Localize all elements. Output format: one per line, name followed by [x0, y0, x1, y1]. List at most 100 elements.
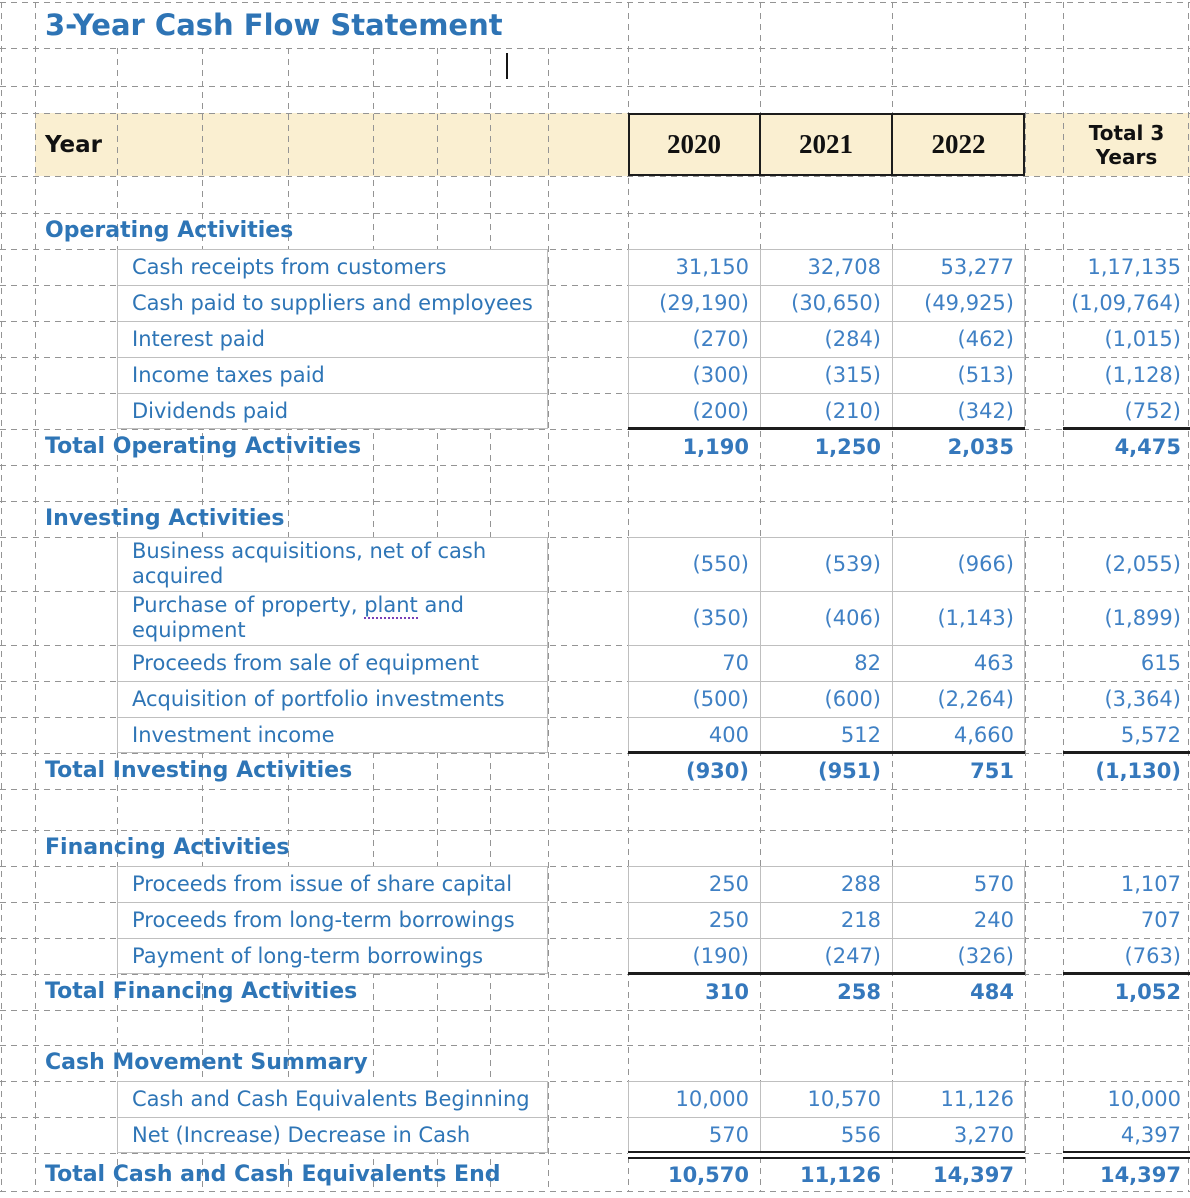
item-value-cell[interactable]: (1,128): [1104, 363, 1181, 387]
item-label-cell[interactable]: Acquisition of portfolio investments: [117, 681, 548, 717]
page-title[interactable]: 3-Year Cash Flow Statement: [45, 8, 503, 42]
item-value-cell[interactable]: 463: [973, 651, 1014, 675]
item-value-cell[interactable]: (300): [692, 363, 749, 387]
year-header-cell-2020[interactable]: 2020: [667, 129, 721, 159]
item-value-cell[interactable]: (406): [824, 606, 881, 630]
item-value-cell[interactable]: 1,17,135: [1087, 255, 1181, 279]
item-value-cell[interactable]: (350): [692, 606, 749, 630]
item-value-cell[interactable]: (600): [824, 687, 881, 711]
total-value-cell[interactable]: 14,397: [932, 1163, 1014, 1187]
total-row-label[interactable]: Total Cash and Cash Equivalents End: [45, 1162, 501, 1187]
item-value-cell[interactable]: (462): [957, 327, 1014, 351]
item-label-cell[interactable]: Cash receipts from customers: [117, 249, 548, 285]
total-value-cell[interactable]: (1,130): [1095, 759, 1181, 783]
total-value-cell[interactable]: 310: [705, 980, 749, 1004]
item-label-cell[interactable]: Interest paid: [117, 321, 548, 357]
item-value-cell[interactable]: 10,570: [807, 1087, 881, 1111]
item-value-cell[interactable]: 3,270: [953, 1123, 1014, 1147]
total-value-cell[interactable]: (951): [817, 759, 881, 783]
total-value-cell[interactable]: 1,052: [1114, 980, 1181, 1004]
section-heading[interactable]: Cash Movement Summary: [45, 1050, 368, 1075]
item-value-cell[interactable]: (752): [1124, 399, 1181, 423]
total-value-cell[interactable]: 14,397: [1099, 1163, 1181, 1187]
item-value-cell[interactable]: (200): [692, 399, 749, 423]
total-value-cell[interactable]: (930): [685, 759, 749, 783]
total-value-cell[interactable]: 1,190: [682, 435, 749, 459]
item-value-cell[interactable]: (326): [957, 944, 1014, 968]
item-value-cell[interactable]: 218: [840, 908, 881, 932]
item-value-cell[interactable]: 556: [840, 1123, 881, 1147]
item-value-cell[interactable]: 250: [708, 908, 749, 932]
item-value-cell[interactable]: (966): [957, 552, 1014, 576]
item-label-cell[interactable]: Cash paid to suppliers and employees: [117, 285, 548, 321]
item-value-cell[interactable]: 70: [722, 651, 749, 675]
item-value-cell[interactable]: (763): [1124, 944, 1181, 968]
item-value-cell[interactable]: (315): [824, 363, 881, 387]
item-value-cell[interactable]: (247): [824, 944, 881, 968]
item-value-cell[interactable]: 615: [1140, 651, 1181, 675]
item-label-cell[interactable]: Proceeds from sale of equipment: [117, 645, 548, 681]
item-label-cell[interactable]: Proceeds from long-term borrowings: [117, 902, 548, 938]
item-value-cell[interactable]: 10,000: [675, 1087, 749, 1111]
item-label-cell[interactable]: Dividends paid: [117, 393, 548, 429]
item-value-cell[interactable]: 53,277: [940, 255, 1014, 279]
item-value-cell[interactable]: 11,126: [940, 1087, 1014, 1111]
item-value-cell[interactable]: 4,397: [1120, 1123, 1181, 1147]
section-heading[interactable]: Financing Activities: [45, 835, 290, 860]
item-value-cell[interactable]: 5,572: [1120, 723, 1181, 747]
total-value-cell[interactable]: 2,035: [947, 435, 1014, 459]
item-label-cell[interactable]: Business acquisitions, net of cash acqui…: [117, 537, 548, 591]
item-value-cell[interactable]: (210): [824, 399, 881, 423]
item-value-cell[interactable]: 400: [708, 723, 749, 747]
item-value-cell[interactable]: (1,143): [937, 606, 1014, 630]
item-value-cell[interactable]: (270): [692, 327, 749, 351]
total-value-cell[interactable]: 751: [970, 759, 1014, 783]
item-value-cell[interactable]: (3,364): [1104, 687, 1181, 711]
total-row-label[interactable]: Total Investing Activities: [45, 758, 353, 783]
total-value-cell[interactable]: 4,475: [1114, 435, 1181, 459]
item-value-cell[interactable]: 1,107: [1120, 872, 1181, 896]
item-value-cell[interactable]: 31,150: [675, 255, 749, 279]
total-value-cell[interactable]: 484: [970, 980, 1014, 1004]
item-value-cell[interactable]: (550): [692, 552, 749, 576]
item-value-cell[interactable]: 240: [973, 908, 1014, 932]
item-value-cell[interactable]: (29,190): [659, 291, 749, 315]
item-value-cell[interactable]: (2,055): [1104, 552, 1181, 576]
year-row-label-cell[interactable]: Year: [45, 113, 445, 176]
total-value-cell[interactable]: 10,570: [667, 1163, 749, 1187]
item-value-cell[interactable]: (190): [692, 944, 749, 968]
item-value-cell[interactable]: 4,660: [953, 723, 1014, 747]
item-value-cell[interactable]: 250: [708, 872, 749, 896]
item-value-cell[interactable]: 570: [973, 872, 1014, 896]
total-3-years-header-cell[interactable]: Total 3 Years: [1063, 113, 1190, 176]
total-row-label[interactable]: Total Operating Activities: [45, 434, 362, 459]
item-label-cell[interactable]: Cash and Cash Equivalents Beginning: [117, 1081, 548, 1117]
item-label-cell[interactable]: Income taxes paid: [117, 357, 548, 393]
total-value-cell[interactable]: 11,126: [799, 1163, 881, 1187]
year-header-cell-2022[interactable]: 2022: [931, 129, 986, 159]
item-value-cell[interactable]: (30,650): [791, 291, 881, 315]
item-value-cell[interactable]: (1,015): [1104, 327, 1181, 351]
total-value-cell[interactable]: 1,250: [814, 435, 881, 459]
item-value-cell[interactable]: (2,264): [937, 687, 1014, 711]
item-value-cell[interactable]: (1,899): [1104, 606, 1181, 630]
item-value-cell[interactable]: 707: [1140, 908, 1181, 932]
item-value-cell[interactable]: (513): [957, 363, 1014, 387]
item-value-cell[interactable]: 570: [708, 1123, 749, 1147]
item-value-cell[interactable]: (500): [692, 687, 749, 711]
section-heading[interactable]: Operating Activities: [45, 218, 294, 243]
item-value-cell[interactable]: 288: [840, 872, 881, 896]
item-value-cell[interactable]: (284): [824, 327, 881, 351]
item-label-cell[interactable]: Payment of long-term borrowings: [117, 938, 548, 974]
item-label-cell[interactable]: Proceeds from issue of share capital: [117, 866, 548, 902]
item-value-cell[interactable]: (1,09,764): [1071, 291, 1181, 315]
item-value-cell[interactable]: 512: [840, 723, 881, 747]
section-heading[interactable]: Investing Activities: [45, 506, 285, 531]
item-value-cell[interactable]: (49,925): [924, 291, 1014, 315]
item-value-cell[interactable]: (342): [957, 399, 1014, 423]
total-row-label[interactable]: Total Financing Activities: [45, 979, 358, 1004]
item-value-cell[interactable]: 82: [854, 651, 881, 675]
total-value-cell[interactable]: 258: [837, 980, 881, 1004]
item-label-cell[interactable]: Investment income: [117, 717, 548, 753]
year-header-cell-2021[interactable]: 2021: [799, 129, 853, 159]
